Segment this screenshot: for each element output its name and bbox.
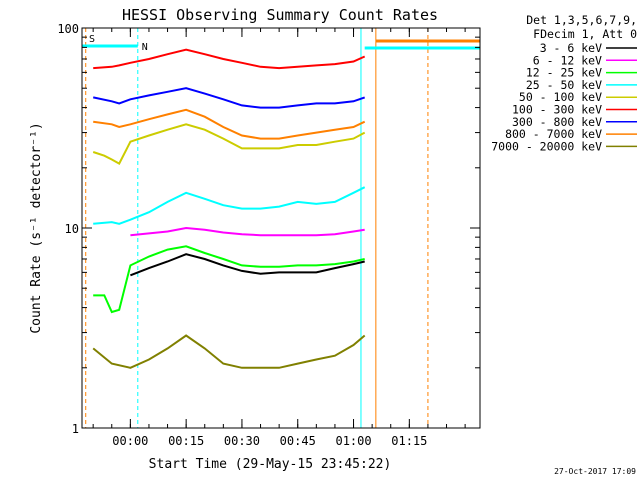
x-tick-label: 00:30	[224, 434, 260, 448]
legend-label-8: 800 - 7000 keV	[505, 127, 602, 141]
legend-label-9: 7000 - 20000 keV	[491, 139, 602, 153]
axes: 1 10 100 00:00 00:15 00:30 00:45 01:00 01:15	[57, 22, 480, 448]
series-line-4	[93, 186, 366, 225]
x-tick-label: 00:45	[280, 434, 316, 448]
legend-label-1: 3 - 6 keV	[540, 41, 602, 55]
y-tick-label: 100	[57, 22, 79, 36]
plot-area: SN	[82, 28, 480, 428]
x-tick-label: 01:15	[391, 434, 427, 448]
legend-label-4: 25 - 50 keV	[526, 78, 602, 92]
night-flag-label: N	[142, 42, 148, 53]
x-axis-label: Start Time (29-May-15 23:45:22)	[149, 457, 392, 472]
saa-flag-label: S	[89, 34, 95, 45]
series-line-9	[92, 334, 366, 369]
footer-date: 27-Oct-2017 17:09	[554, 467, 636, 476]
legend-label-2: 6 - 12 keV	[533, 53, 602, 67]
legend-label-3: 12 - 25 keV	[526, 66, 602, 80]
series-line-5	[92, 123, 366, 165]
x-tick-label: 00:15	[168, 434, 204, 448]
y-tick-label: 10	[65, 222, 79, 236]
series-line-8	[93, 108, 366, 140]
legend-label-7: 300 - 800 keV	[512, 115, 602, 129]
y-axis-label: Count Rate (s⁻¹ detector⁻¹)	[29, 122, 44, 333]
series-line-7	[92, 87, 366, 109]
y-tick-label: 1	[72, 422, 79, 436]
chart-title: HESSI Observing Summary Count Rates	[122, 6, 438, 24]
x-tick-label: 00:00	[112, 434, 148, 448]
legend-header-line-2: FDecim 1, Att 0	[533, 27, 637, 41]
series-line-2	[130, 226, 365, 237]
series-line-3	[93, 245, 365, 314]
series-line-6	[93, 48, 366, 70]
legend-label-6: 100 - 300 keV	[512, 103, 602, 117]
legend-label-5: 50 - 100 keV	[519, 90, 602, 104]
series-line-1	[130, 253, 365, 277]
x-tick-label: 01:00	[335, 434, 371, 448]
legend-header-line-1: Det 1,3,5,6,7,9,	[526, 13, 637, 27]
